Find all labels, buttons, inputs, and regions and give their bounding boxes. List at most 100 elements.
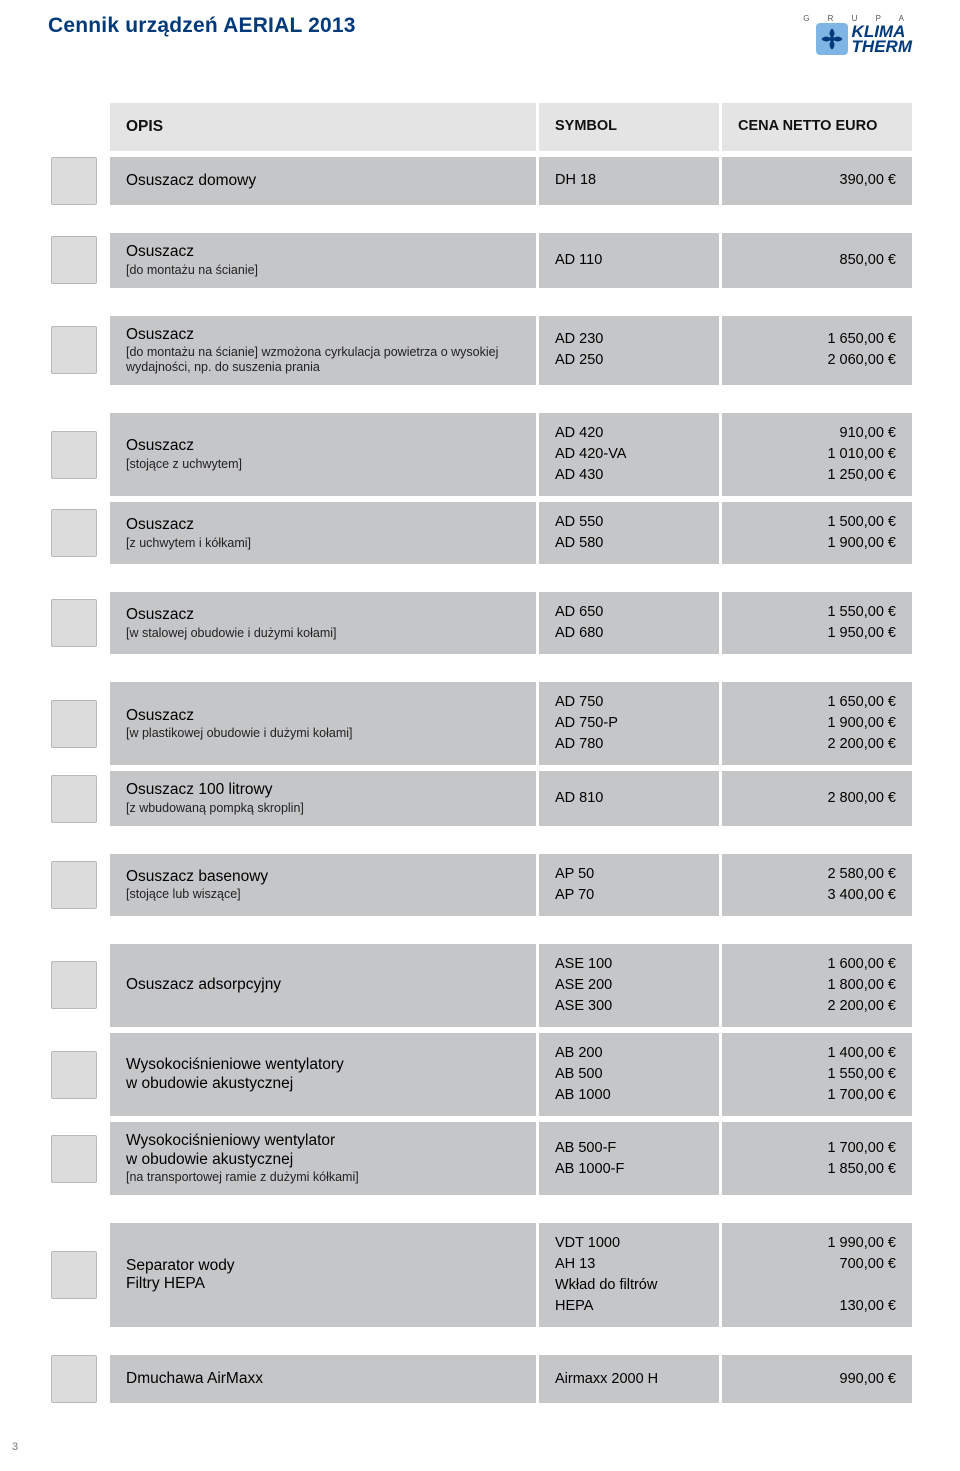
table-row: Wysokociśnieniowe wentylatory w obudowie…: [48, 1033, 912, 1116]
product-description: Osuszacz domowy: [110, 157, 536, 205]
symbol-value: AD 550: [555, 512, 703, 533]
symbol-value: ASE 200: [555, 975, 703, 996]
product-symbols: AD 110: [539, 233, 719, 288]
symbol-value: AD 110: [555, 250, 703, 271]
table-row: Osuszacz[do montażu na ścianie] AD 110 850…: [48, 233, 912, 288]
symbol-value: VDT 1000: [555, 1233, 703, 1254]
symbol-value: DH 18: [555, 170, 703, 191]
product-thumb: [51, 509, 97, 557]
product-symbols: AD 230AD 250: [539, 316, 719, 386]
price-value: 990,00 €: [738, 1369, 896, 1390]
symbol-value: HEPA: [555, 1296, 703, 1317]
price-value: 3 400,00 €: [738, 885, 896, 906]
symbol-value: AD 420: [555, 423, 703, 444]
table-row: Wysokociśnieniowy wentylator w obudowie …: [48, 1122, 912, 1195]
product-desc-main: Osuszacz basenowy: [126, 868, 520, 887]
product-table: OPIS SYMBOL CENA NETTO EURO Osuszacz dom…: [48, 103, 912, 1431]
product-desc-main: Osuszacz: [126, 326, 520, 345]
product-prices: 1 500,00 €1 900,00 €: [722, 502, 912, 564]
table-header-row: OPIS SYMBOL CENA NETTO EURO: [48, 103, 912, 151]
product-desc-sub: [w plastikowej obudowie i dużymi kołami]: [126, 726, 520, 741]
product-desc-sub: [stojące z uchwytem]: [126, 457, 520, 472]
group-gap: [48, 922, 912, 944]
product-prices: 390,00 €: [722, 157, 912, 205]
product-desc-main: Osuszacz: [126, 516, 520, 535]
product-desc-sub: [do montażu na ścianie]: [126, 263, 520, 278]
product-symbols: VDT 1000AH 13Wkład do filtrówHEPA: [539, 1223, 719, 1327]
product-symbols: Airmaxx 2000 H: [539, 1355, 719, 1403]
group-gap: [48, 1409, 912, 1431]
product-prices: 990,00 €: [722, 1355, 912, 1403]
price-value: 2 060,00 €: [738, 350, 896, 371]
table-row: Osuszacz[stojące z uchwytem]AD 420AD 420…: [48, 413, 912, 496]
product-prices: 850,00 €: [722, 233, 912, 288]
price-value: 700,00 €: [738, 1254, 896, 1275]
group-gap: [48, 1201, 912, 1223]
product-desc-main: Osuszacz: [126, 707, 520, 726]
product-symbols: AB 500-FAB 1000-F: [539, 1122, 719, 1195]
product-description: Separator wody Filtry HEPA: [110, 1223, 536, 1327]
product-desc-main: Osuszacz 100 litrowy: [126, 781, 520, 800]
price-value: 390,00 €: [738, 170, 896, 191]
product-desc-sub: [z wbudowaną pompką skroplin]: [126, 801, 520, 816]
product-desc-main: Osuszacz: [126, 606, 520, 625]
product-thumb: [51, 861, 97, 909]
symbol-value: AD 250: [555, 350, 703, 371]
price-value: 1 550,00 €: [738, 602, 896, 623]
product-symbols: ASE 100ASE 200ASE 300: [539, 944, 719, 1027]
group-gap: [48, 1333, 912, 1355]
table-row: Osuszacz domowy DH 18 390,00 €: [48, 157, 912, 205]
table-row: Osuszacz basenowy[stojące lub wiszące] AP…: [48, 854, 912, 916]
product-thumb: [51, 431, 97, 479]
symbol-value: AD 750: [555, 692, 703, 713]
symbol-value: AD 420-VA: [555, 444, 703, 465]
symbol-value: AD 580: [555, 533, 703, 554]
product-desc-sub: [w stalowej obudowie i dużymi kołami]: [126, 626, 520, 641]
symbol-value: ASE 100: [555, 954, 703, 975]
price-value: 1 850,00 €: [738, 1159, 896, 1180]
product-desc-sub: [z uchwytem i kółkami]: [126, 536, 520, 551]
table-row: Osuszacz[z uchwytem i kółkami] AD 550AD 5…: [48, 502, 912, 564]
product-description: Wysokociśnieniowy wentylator w obudowie …: [110, 1122, 536, 1195]
price-value: 1 700,00 €: [738, 1138, 896, 1159]
product-prices: 2 580,00 €3 400,00 €: [722, 854, 912, 916]
symbol-value: AB 200: [555, 1043, 703, 1064]
product-prices: 1 990,00 €700,00 € 130,00 €: [722, 1223, 912, 1327]
product-thumb: [51, 236, 97, 284]
product-desc-main: Osuszacz: [126, 437, 520, 456]
symbol-value: AD 650: [555, 602, 703, 623]
brand-logo: G R U P A KLIMA THERM: [800, 14, 912, 55]
product-symbols: AD 650AD 680: [539, 592, 719, 654]
group-gap: [48, 570, 912, 592]
symbol-value: AD 230: [555, 329, 703, 350]
price-value: 1 700,00 €: [738, 1085, 896, 1106]
header-opis: OPIS: [110, 103, 536, 151]
group-gap: [48, 391, 912, 413]
product-thumb: [51, 157, 97, 205]
product-desc-main: Wysokociśnieniowy wentylator w obudowie …: [126, 1132, 520, 1169]
symbol-value: AP 50: [555, 864, 703, 885]
product-thumb: [51, 775, 97, 823]
table-row: Separator wody Filtry HEPA VDT 1000AH 13W…: [48, 1223, 912, 1327]
group-gap: [48, 211, 912, 233]
price-value: [738, 1275, 896, 1296]
product-desc-main: Dmuchawa AirMaxx: [126, 1370, 520, 1389]
symbol-value: Airmaxx 2000 H: [555, 1369, 703, 1390]
product-desc-main: Separator wody Filtry HEPA: [126, 1257, 520, 1294]
symbol-value: AD 750-P: [555, 713, 703, 734]
product-description: Osuszacz[w stalowej obudowie i dużymi ko…: [110, 592, 536, 654]
product-symbols: AD 420AD 420-VAAD 430: [539, 413, 719, 496]
price-value: 1 950,00 €: [738, 623, 896, 644]
product-thumb: [51, 1135, 97, 1183]
product-description: Osuszacz[do montażu na ścianie] wzmożona…: [110, 316, 536, 386]
product-desc-sub: [stojące lub wiszące]: [126, 887, 520, 902]
table-row: Osuszacz[w stalowej obudowie i dużymi ko…: [48, 592, 912, 654]
product-description: Osuszacz[stojące z uchwytem]: [110, 413, 536, 496]
symbol-value: Wkład do filtrów: [555, 1275, 703, 1296]
price-value: 1 600,00 €: [738, 954, 896, 975]
price-value: 1 900,00 €: [738, 533, 896, 554]
product-desc-main: Osuszacz: [126, 243, 520, 262]
fan-icon: [816, 23, 848, 55]
product-prices: 1 550,00 €1 950,00 €: [722, 592, 912, 654]
product-prices: 1 650,00 €1 900,00 €2 200,00 €: [722, 682, 912, 765]
